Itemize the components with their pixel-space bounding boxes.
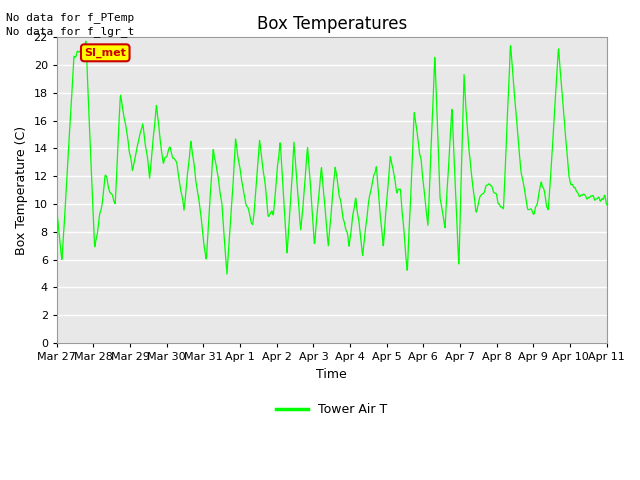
X-axis label: Time: Time [316, 368, 347, 381]
Text: No data for f_PTemp: No data for f_PTemp [6, 12, 134, 23]
Text: No data for f_lgr_t: No data for f_lgr_t [6, 26, 134, 37]
Title: Box Temperatures: Box Temperatures [257, 15, 407, 33]
Y-axis label: Box Temperature (C): Box Temperature (C) [15, 126, 28, 255]
Text: SI_met: SI_met [84, 48, 126, 58]
Legend: Tower Air T: Tower Air T [271, 398, 392, 421]
